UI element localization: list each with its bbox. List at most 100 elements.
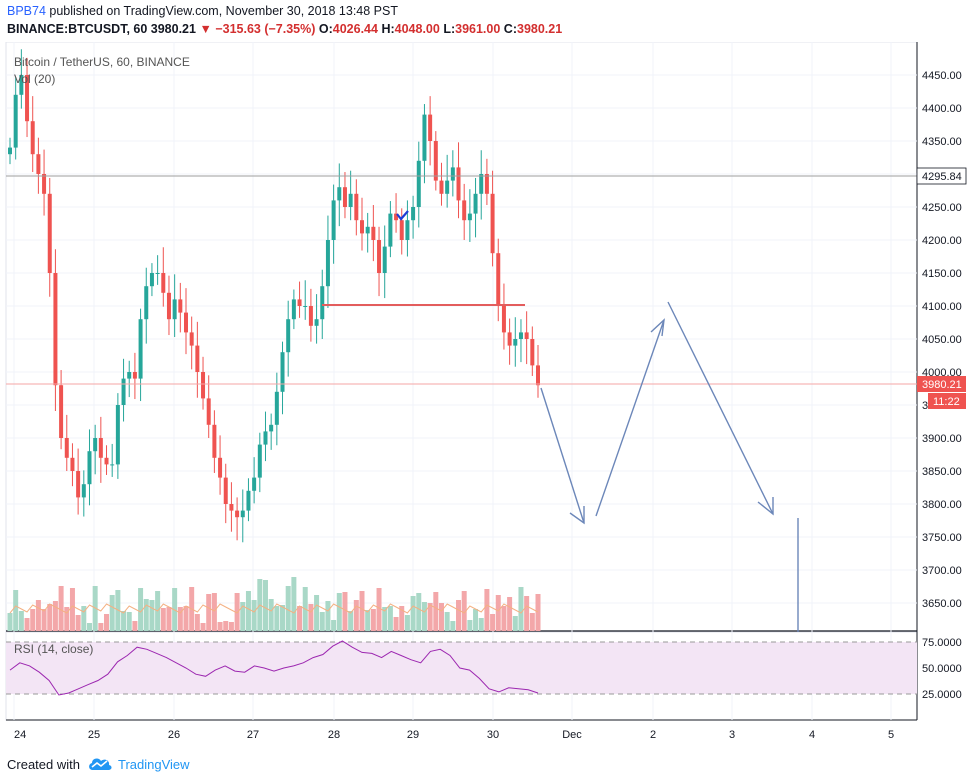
volume-label: Vol (20) [14,72,55,86]
tradingview-cloud-icon[interactable] [87,756,113,772]
candle-body [297,299,302,306]
open-label: O: [318,22,333,36]
reference-price-badge-text: 4295.84 [922,171,962,183]
candle-body [530,339,535,366]
tradingview-brand-link[interactable]: TradingView [118,757,190,772]
volume-bar [149,600,155,631]
candle-body [428,114,433,141]
candle-body [98,438,103,458]
price-axis-ticks[interactable]: 3650.00 3700.00 3750.00 3800.00 3850.00 3900.… [922,70,962,610]
candle-body [314,319,319,326]
candle-body [445,180,450,194]
volume-ma [9,603,539,614]
publish-line: BPB74 published on TradingView.com, Nove… [7,4,398,18]
candle-body [13,94,18,148]
candle-body [235,510,240,518]
candle-body [223,477,228,504]
candle-body [36,154,41,174]
rsi-line [9,640,539,696]
price-tick-label: 4350.00 [922,136,962,148]
candle-body [19,75,24,95]
volume-bar [404,615,410,631]
candle-body [195,345,200,372]
volume-bar [138,588,144,631]
reference-price-badge: 4295.84 [916,167,967,185]
rsi-tick-label: 75.0000 [922,637,962,649]
candle-body [331,200,336,240]
volume-bar [535,594,541,631]
candle-body [365,226,370,234]
volume-bar [109,595,115,631]
volume-bar [132,621,138,631]
volume-bar [444,612,450,631]
time-axis-ticks[interactable]: 24 25 26 27 28 29 30 Dec 2 3 4 5 [14,729,894,741]
instrument-label: Bitcoin / TetherUS, 60, BINANCE [14,55,190,69]
candle-body [47,193,52,273]
volume-bar [240,602,246,631]
volume-bar [308,604,314,631]
volume-bar [35,600,41,631]
volume-bar [177,607,183,631]
time-tick-label: 4 [809,729,815,741]
candle-body [496,253,501,306]
candle-body [388,213,393,247]
candle-body [121,378,126,405]
volume-bar [450,621,456,631]
candle-body [360,220,364,234]
open-value: 4026.44 [332,22,378,36]
price-change: −315.63 (−7.35%) [215,22,316,36]
candle-body [87,451,92,485]
volume-bar [98,623,104,631]
check-mark-icon [396,210,409,221]
price-tick-label: 3700.00 [922,565,962,577]
volume-bar [331,620,337,631]
arrow-up[interactable] [595,319,665,517]
candle-body [280,352,285,392]
arrow-down-1[interactable] [540,387,585,524]
rsi-tick-label: 50.0000 [922,663,962,675]
price-tick-label: 3800.00 [922,499,962,511]
volume-bar [495,595,501,631]
candle-body [76,471,81,498]
price-tick-label: 4200.00 [922,235,962,247]
volume-bar [86,623,92,631]
volume-bar [183,606,189,631]
high-label: H: [381,22,395,36]
volume-bar [104,614,110,631]
candle-body [286,319,291,353]
arrow-down-2[interactable] [667,301,774,515]
chart-canvas[interactable]: 3650.00 3700.00 3750.00 3800.00 3850.00 3900.… [0,42,975,748]
candle-body [303,306,308,307]
volume-bar [529,613,535,631]
forecast-drawing[interactable] [540,301,799,632]
candle-body [518,332,523,339]
ohlc-line: BINANCE:BTCUSDT, 60 3980.21 ▼ −315.63 (−… [7,22,562,36]
candle-body [433,141,438,181]
candle-body [166,292,171,320]
volume-bar [81,606,87,631]
candle-body [257,444,262,478]
time-tick-label: 30 [487,729,499,741]
price-tick-label: 3900.00 [922,433,962,445]
close-value: 3980.21 [517,22,563,36]
bar-timer-text: 11:22 [933,396,960,408]
volume-bar [194,614,200,631]
candle-body [229,504,234,511]
candle-body [252,477,257,491]
author-link[interactable]: BPB74 [7,4,46,18]
last-price-badge-text: 3980.21 [922,379,962,391]
candles [8,49,540,543]
volume-bar [18,611,24,631]
volume-bar [64,607,70,631]
candle-body [416,160,421,207]
candle-body [240,510,245,518]
volume-bar [353,600,359,631]
candle-body [382,246,387,273]
price-tick-label: 3850.00 [922,466,962,478]
volume-bar [251,600,257,631]
volume-bar [501,606,507,631]
price-tick-label: 3650.00 [922,598,962,610]
arrow-up-head-icon [650,318,665,337]
price-tick-label: 4050.00 [922,334,962,346]
candle-body [337,187,342,201]
